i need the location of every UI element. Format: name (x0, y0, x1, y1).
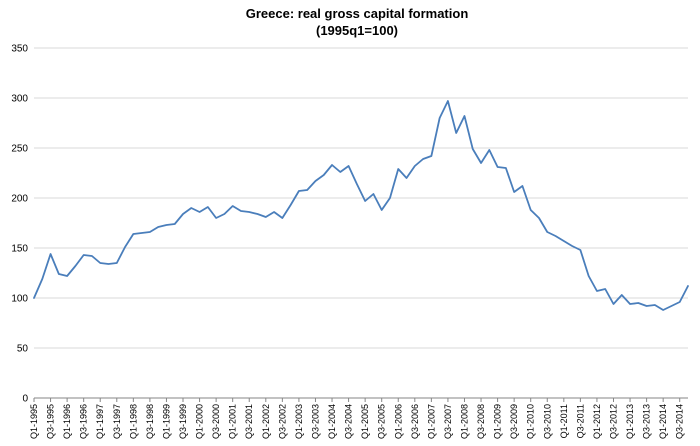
x-tick-label: Q3-2004 (344, 404, 354, 439)
x-tick-label: Q3-2014 (675, 404, 685, 439)
x-tick-label: Q1-2005 (360, 404, 370, 439)
x-tick-label: Q3-2013 (642, 404, 652, 439)
x-tick-label: Q3-1996 (79, 404, 89, 439)
x-tick-label: Q1-1998 (128, 404, 138, 439)
x-tick-label: Q1-2013 (625, 404, 635, 439)
series-line (33, 100, 689, 311)
x-tick-label: Q1-1997 (95, 404, 105, 439)
y-tick-label: 350 (11, 44, 28, 55)
x-tick-label: Q1-1996 (62, 404, 72, 439)
x-tick-label: Q3-2001 (244, 404, 254, 439)
x-tick-label: Q3-2002 (277, 404, 287, 439)
y-tick-label: 150 (11, 244, 28, 255)
x-tick-label: Q1-2008 (459, 404, 469, 439)
x-tick-label: Q1-2012 (592, 404, 602, 439)
x-tick-label: Q3-2005 (377, 404, 387, 439)
y-tick-label: 200 (11, 194, 28, 205)
x-tick-label: Q1-2009 (493, 404, 503, 439)
x-tick-label: Q1-1995 (29, 404, 39, 439)
x-tick-label: Q1-2010 (526, 404, 536, 439)
chart-subtitle: (1995q1=100) (316, 23, 398, 38)
y-tick-label: 100 (11, 294, 28, 305)
y-tick-label: 50 (17, 344, 29, 355)
y-tick-label: 250 (11, 144, 28, 155)
gridlines (34, 47, 688, 399)
x-tick-label: Q1-2002 (261, 404, 271, 439)
x-tick-label: Q3-2008 (476, 404, 486, 439)
x-tick-label: Q3-2006 (410, 404, 420, 439)
chart-title: Greece: real gross capital formation (246, 6, 469, 21)
x-tick-label: Q3-2012 (608, 404, 618, 439)
x-tick-label: Q1-2007 (426, 404, 436, 439)
series (33, 100, 689, 311)
x-tick-label: Q3-2009 (509, 404, 519, 439)
y-tick-label: 300 (11, 94, 28, 105)
x-axis: Q1-1995 Q3-1995 Q1-1996 Q3-1996 Q1-1997 Q3-19… (29, 398, 685, 439)
x-tick-label: Q1-2011 (559, 404, 569, 438)
x-tick-label: Q3-1999 (178, 404, 188, 439)
x-tick-label: Q1-2000 (195, 404, 205, 439)
x-tick-label: Q3-2003 (310, 404, 320, 439)
x-tick-label: Q3-1995 (46, 404, 56, 439)
x-tick-label: Q3-2010 (542, 404, 552, 439)
x-tick-label: Q3-2007 (443, 404, 453, 439)
x-tick-label: Q3-2000 (211, 404, 221, 439)
x-tick-label: Q3-1997 (112, 404, 122, 439)
y-axis: 0 50 100 150 200 250 300 350 (11, 44, 28, 405)
x-tick-label: Q1-1999 (161, 404, 171, 439)
x-tick-label: Q3-1998 (145, 404, 155, 439)
x-tick-label: Q1-2006 (393, 404, 403, 439)
x-tick-label: Q1-2003 (294, 404, 304, 439)
x-tick-label: Q1-2001 (228, 404, 238, 439)
x-tick-label: Q3-2011 (575, 404, 585, 438)
x-tick-label: Q1-2004 (327, 404, 337, 439)
y-tick-label: 0 (22, 394, 28, 405)
x-tick-label: Q1-2014 (658, 404, 668, 439)
